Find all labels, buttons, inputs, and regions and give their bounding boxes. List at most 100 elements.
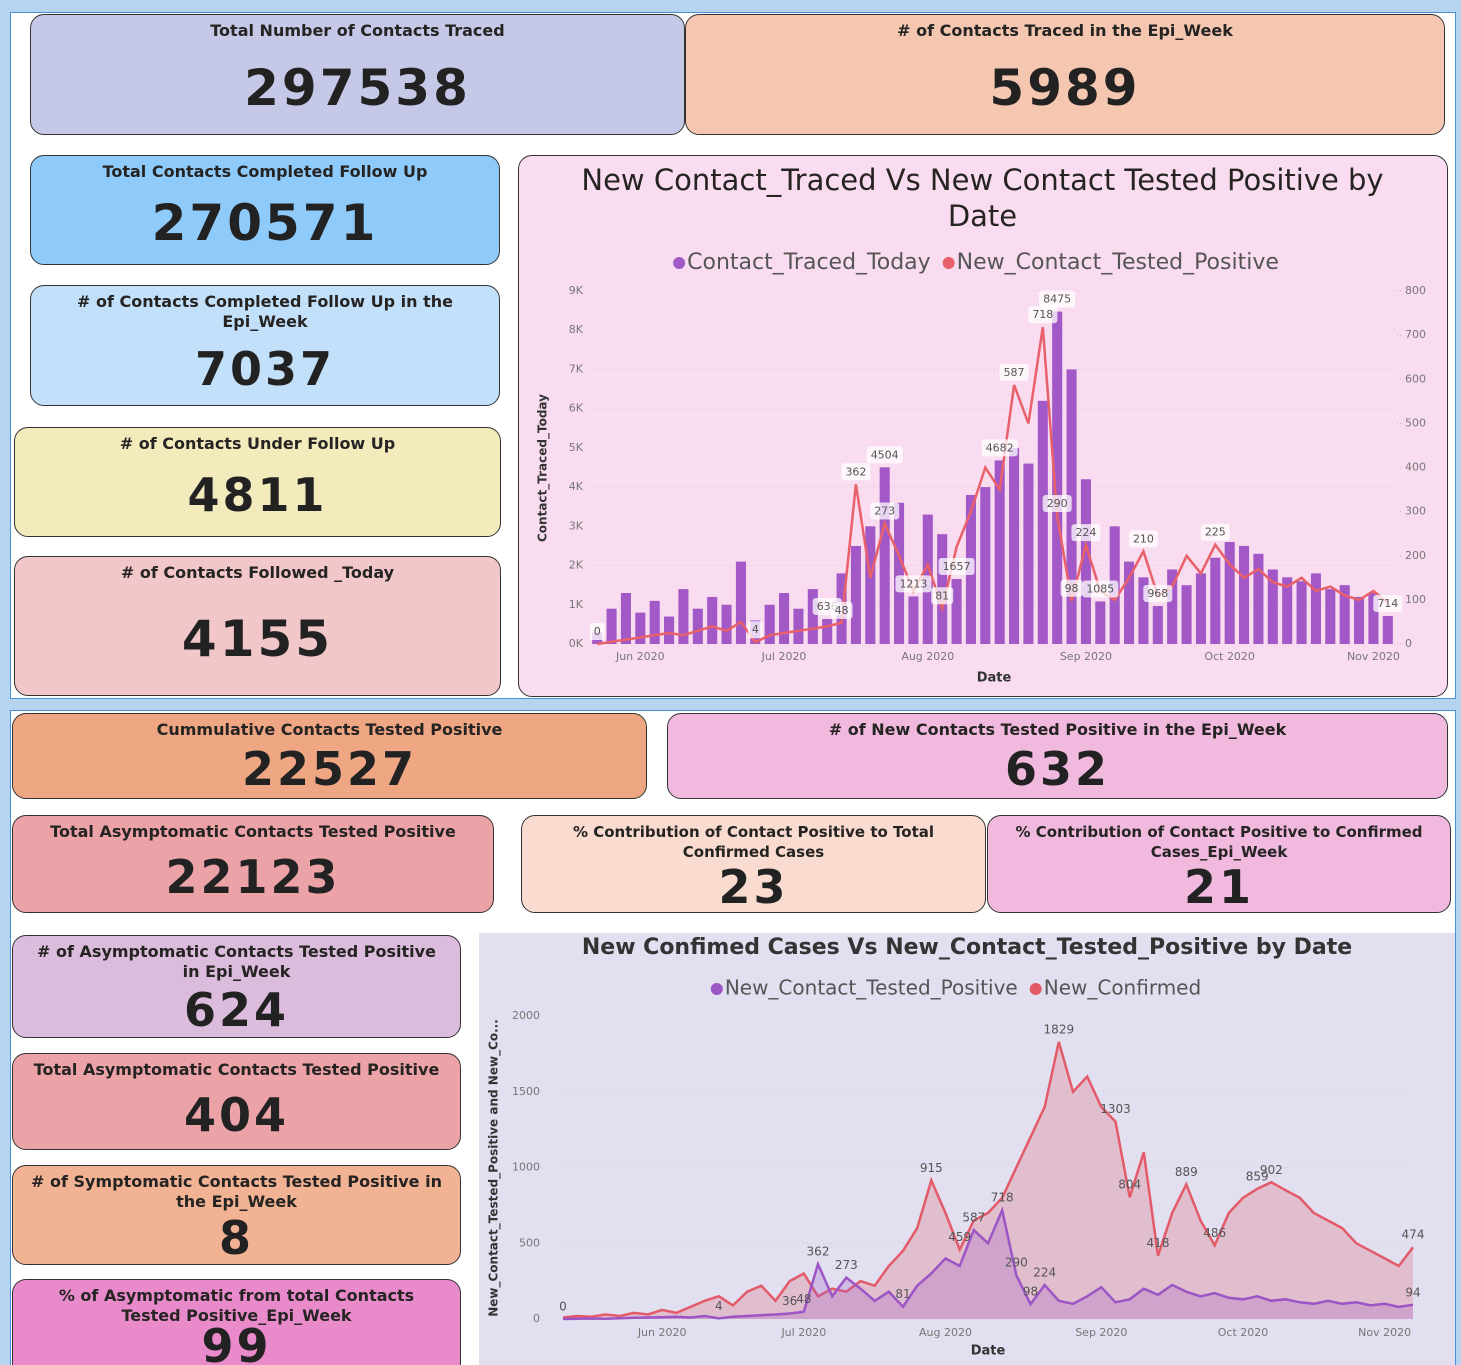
legend-marker (710, 983, 723, 995)
bar (1023, 463, 1034, 644)
data-label: 290 (1047, 497, 1068, 510)
label-bg (931, 587, 954, 605)
kpi-card: # of New Contacts Tested Positive in the… (667, 713, 1448, 799)
kpi-card: Total Asymptomatic Contacts Tested Posit… (12, 815, 494, 913)
bar (951, 579, 962, 644)
data-label: 94 (1405, 1285, 1420, 1299)
bar (735, 561, 746, 644)
x-axis-title: Date (971, 1344, 1006, 1359)
bar (692, 608, 703, 644)
data-label: 859 (1246, 1169, 1269, 1183)
chart-title: New Confimed Cases Vs New_Contact_Tested… (581, 935, 1353, 960)
card-title: Cummulative Contacts Tested Positive (156, 720, 503, 739)
card-value: 624 (183, 982, 290, 1037)
x-tick-label: Aug 2020 (901, 650, 954, 663)
card-value: 404 (183, 1087, 290, 1142)
y2-tick-label: 600 (1405, 372, 1426, 385)
legend: New_Contact_Tested_Positive New_Confirmed (710, 976, 1201, 1000)
card-value: 632 (1004, 742, 1111, 796)
y-tick-label: 2K (569, 559, 584, 572)
kpi-card: % Contribution of Contact Positive to Co… (987, 815, 1451, 913)
kpi-card: Total Number of Contacts Traced 297538 (30, 14, 685, 135)
bar (1239, 545, 1250, 644)
data-label: 273 (874, 505, 895, 518)
data-label: 225 (1205, 526, 1226, 539)
label-bg (1373, 594, 1403, 612)
label-bg (1060, 579, 1083, 597)
y-axis-title: New_Contact_Tested_Positive and New_Co..… (487, 1019, 502, 1317)
bar (1195, 573, 1206, 644)
card-title: % of Asymptomatic from total Contacts Te… (58, 1286, 415, 1325)
legend-label: New_Confirmed (1044, 976, 1201, 1000)
legend-label: Contact_Traced_Today (687, 250, 931, 275)
bar (822, 619, 833, 644)
bar (635, 612, 646, 644)
data-label: 915 (920, 1161, 943, 1175)
data-label: 0 (594, 625, 601, 638)
data-label: 968 (1147, 587, 1168, 600)
data-label: 902 (1260, 1163, 1283, 1177)
label-bg (830, 601, 853, 619)
label-bg (1042, 495, 1072, 513)
data-label: 418 (1147, 1236, 1170, 1250)
kpi-card: # of Contacts Traced in the Epi_Week 5989 (685, 14, 1445, 135)
bar (1224, 542, 1235, 644)
y-tick-label: 6K (569, 402, 584, 415)
data-label: 362 (845, 465, 866, 478)
line (562, 1041, 1414, 1319)
label-bg (866, 446, 903, 464)
data-label: 224 (1033, 1266, 1056, 1280)
card-value: 21 (1183, 860, 1254, 913)
card-value: 7037 (194, 341, 336, 396)
card-value: 297538 (244, 58, 471, 117)
label-bg (1128, 530, 1158, 548)
label-bg (981, 439, 1018, 457)
bar (850, 545, 861, 644)
bar (1325, 589, 1336, 644)
data-label: 98 (1065, 582, 1079, 595)
data-label: 36 (782, 1294, 797, 1308)
legend-label: New_Contact_Tested_Positive (725, 976, 1018, 1000)
data-label: 1829 (1044, 1022, 1075, 1036)
data-label: 718 (991, 1191, 1014, 1205)
kpi-card: Total Asymptomatic Contacts Tested Posit… (12, 1053, 461, 1150)
legend-marker (673, 257, 686, 269)
chart-box (479, 933, 1455, 1365)
bar (1339, 585, 1350, 644)
y2-tick-label: 200 (1405, 549, 1426, 562)
x-tick-label: Oct 2020 (1218, 1326, 1269, 1339)
card-title: Total Asymptomatic Contacts Tested Posit… (33, 1060, 440, 1079)
card-title: Total Number of Contacts Traced (210, 21, 505, 40)
card-title: # of Contacts Completed Follow Up in the… (77, 292, 453, 331)
label-bg (1143, 585, 1173, 603)
x-tick-label: Sep 2020 (1060, 650, 1112, 663)
data-label: 4504 (871, 448, 899, 461)
bar (908, 596, 919, 644)
x-tick-label: Nov 2020 (1358, 1326, 1411, 1339)
card-value: 8 (218, 1211, 254, 1265)
y-tick-label: 0 (533, 1312, 540, 1325)
card-title: Total Contacts Completed Follow Up (102, 162, 428, 181)
kpi-card: % Contribution of Contact Positive to To… (521, 815, 986, 913)
y-tick-label: 1000 (512, 1161, 540, 1174)
card-title: Total Asymptomatic Contacts Tested Posit… (50, 822, 456, 841)
data-label: 81 (935, 589, 949, 602)
data-label: 273 (835, 1258, 858, 1272)
bar (994, 460, 1005, 644)
bar (1253, 553, 1264, 644)
data-label: 4 (715, 1299, 723, 1313)
y-tick-label: 7K (569, 362, 584, 375)
bar (894, 502, 905, 644)
data-label: 4 (752, 623, 759, 636)
label-bg (999, 363, 1029, 381)
kpi-card: # of Contacts Followed _Today 4155 (14, 556, 501, 696)
bar (1382, 615, 1393, 644)
legend-label: New_Contact_Tested_Positive (957, 250, 1279, 275)
label-bg (1082, 580, 1119, 598)
bar (1037, 400, 1048, 644)
card-title: # of Symptomatic Contacts Tested Positiv… (31, 1172, 442, 1211)
bar (664, 616, 675, 644)
legend: Contact_Traced_Today New_Contact_Tested_P… (673, 250, 1279, 275)
y-tick-label: 4K (569, 480, 584, 493)
x-tick-label: Jul 2020 (780, 1326, 826, 1339)
